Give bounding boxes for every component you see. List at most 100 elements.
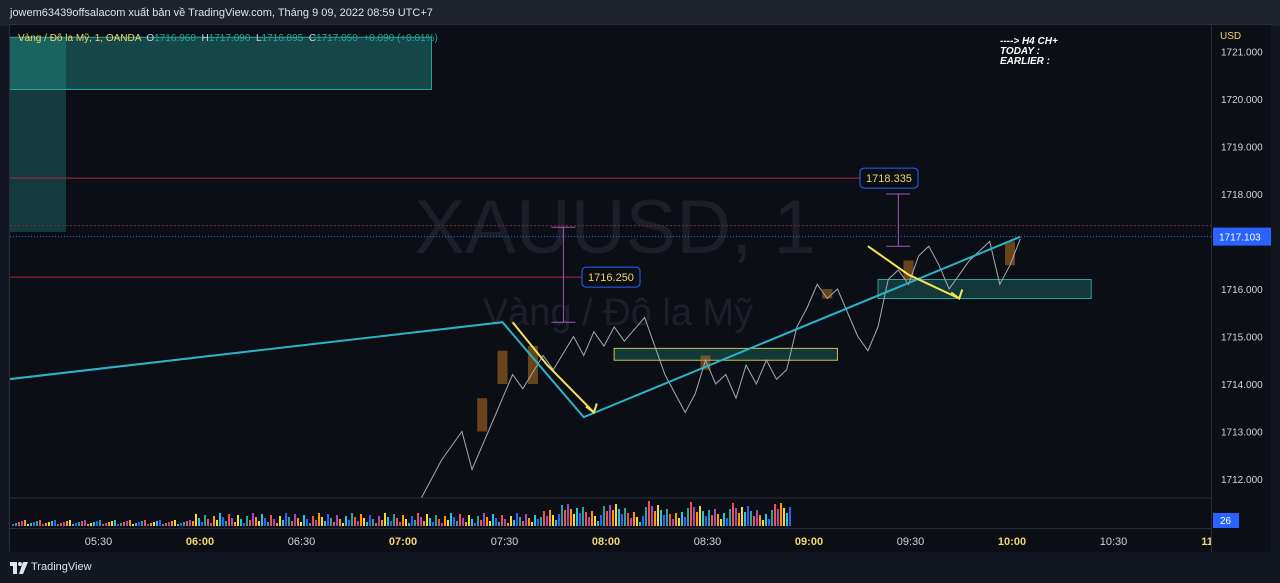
volume-bar[interactable] [228, 514, 230, 526]
volume-bar[interactable] [183, 522, 185, 526]
volume-bar[interactable] [612, 510, 614, 526]
volume-bar[interactable] [450, 513, 452, 526]
volume-bar[interactable] [363, 518, 365, 526]
volume-bar[interactable] [639, 522, 641, 526]
volume-bar[interactable] [597, 521, 599, 526]
volume-bar[interactable] [555, 520, 557, 526]
volume-bar[interactable] [513, 520, 515, 526]
volume-bar[interactable] [90, 523, 92, 526]
volume-bar[interactable] [51, 521, 53, 526]
volume-bar[interactable] [312, 516, 314, 526]
volume-bar[interactable] [270, 515, 272, 526]
volume-bar[interactable] [783, 508, 785, 526]
volume-bar[interactable] [192, 521, 194, 526]
volume-bar[interactable] [696, 512, 698, 526]
volume-bar[interactable] [72, 524, 74, 526]
volume-bar[interactable] [81, 521, 83, 526]
volume-bar[interactable] [87, 524, 89, 526]
volume-bar[interactable] [273, 519, 275, 526]
volume-bar[interactable] [705, 516, 707, 526]
volume-bar[interactable] [195, 514, 197, 526]
price-scale[interactable]: USD 1712.000 1713.000 1714.000 1715.000 1716.… [1211, 25, 1271, 552]
volume-bar[interactable] [603, 506, 605, 526]
volume-bar[interactable] [300, 522, 302, 526]
volume-bar[interactable] [420, 517, 422, 526]
volume-bar[interactable] [129, 520, 131, 526]
volume-bar[interactable] [12, 524, 14, 526]
volume-bar[interactable] [750, 511, 752, 526]
volume-bar[interactable] [564, 510, 566, 526]
volume-bar[interactable] [18, 522, 20, 526]
volume-bar[interactable] [99, 520, 101, 526]
volume-bar[interactable] [651, 506, 653, 526]
volume-bar[interactable] [225, 521, 227, 526]
volume-bar[interactable] [321, 517, 323, 526]
volume-bar[interactable] [456, 521, 458, 526]
volume-bar[interactable] [447, 520, 449, 526]
volume-bar[interactable] [561, 505, 563, 526]
volume-bar[interactable] [672, 519, 674, 526]
volume-bar[interactable] [615, 504, 617, 526]
volume-bar[interactable] [291, 521, 293, 526]
volume-bar[interactable] [213, 516, 215, 526]
volume-bar[interactable] [354, 517, 356, 526]
volume-bar[interactable] [216, 520, 218, 526]
volume-bar[interactable] [144, 520, 146, 526]
price-level-label-box[interactable] [859, 167, 919, 189]
h4-note[interactable]: ----> H4 CH+ TODAY : EARLIER : [1000, 37, 1058, 67]
volume-bar[interactable] [711, 515, 713, 526]
volume-bar[interactable] [573, 514, 575, 526]
volume-bar[interactable] [378, 516, 380, 526]
volume-bar[interactable] [336, 515, 338, 526]
volume-bar[interactable] [510, 516, 512, 526]
volume-bar[interactable] [117, 524, 119, 526]
volume-bar[interactable] [501, 515, 503, 526]
volume-bar[interactable] [306, 519, 308, 526]
volume-bar[interactable] [735, 508, 737, 526]
volume-bar[interactable] [390, 521, 392, 526]
volume-bar[interactable] [648, 501, 650, 526]
volume-bar[interactable] [165, 523, 167, 526]
volume-bar[interactable] [504, 519, 506, 526]
volume-bar[interactable] [333, 522, 335, 526]
volume-bar[interactable] [102, 524, 104, 526]
volume-bar[interactable] [327, 514, 329, 526]
volume-bar[interactable] [636, 517, 638, 526]
volume-bar[interactable] [624, 508, 626, 526]
tradingview-logo-icon[interactable] [10, 562, 28, 574]
zigzag-trend-line[interactable] [10, 235, 1021, 498]
volume-bar[interactable] [339, 519, 341, 526]
volume-bar[interactable] [204, 515, 206, 526]
volume-bar[interactable] [462, 518, 464, 526]
volume-bar[interactable] [324, 521, 326, 526]
volume-bar[interactable] [48, 522, 50, 526]
volume-bar[interactable] [114, 520, 116, 526]
volume-bar[interactable] [93, 522, 95, 526]
volume-bar[interactable] [372, 519, 374, 526]
volume-bar[interactable] [162, 524, 164, 526]
candle[interactable] [903, 260, 914, 280]
volume-bar[interactable] [315, 520, 317, 526]
volume-bar[interactable] [285, 513, 287, 526]
volume-bar[interactable] [156, 521, 158, 526]
volume-bar[interactable] [717, 514, 719, 526]
volume-bar[interactable] [405, 519, 407, 526]
volume-bar[interactable] [690, 502, 692, 526]
chart-frame[interactable]: XAUUSD, 1 Vàng / Đô la Mỹ 1718.335 1716.250… [9, 24, 1271, 552]
volume-bar[interactable] [177, 524, 179, 526]
volume-bar[interactable] [357, 521, 359, 526]
volume-bar[interactable] [486, 517, 488, 526]
volume-bar[interactable] [309, 523, 311, 526]
price-scale-svg[interactable]: USD 1712.000 1713.000 1714.000 1715.000 1716.… [1212, 25, 1272, 552]
volume-bar[interactable] [141, 521, 143, 526]
volume-bar[interactable] [726, 518, 728, 526]
volume-bar[interactable] [417, 513, 419, 526]
volume-bar[interactable] [468, 515, 470, 526]
volume-bar[interactable] [480, 520, 482, 526]
candle[interactable] [822, 289, 833, 299]
volume-bar[interactable] [240, 519, 242, 526]
volume-bar[interactable] [633, 512, 635, 526]
projection-arrow[interactable] [511, 321, 595, 414]
volume-bar[interactable] [525, 514, 527, 526]
volume-bar[interactable] [27, 524, 29, 526]
